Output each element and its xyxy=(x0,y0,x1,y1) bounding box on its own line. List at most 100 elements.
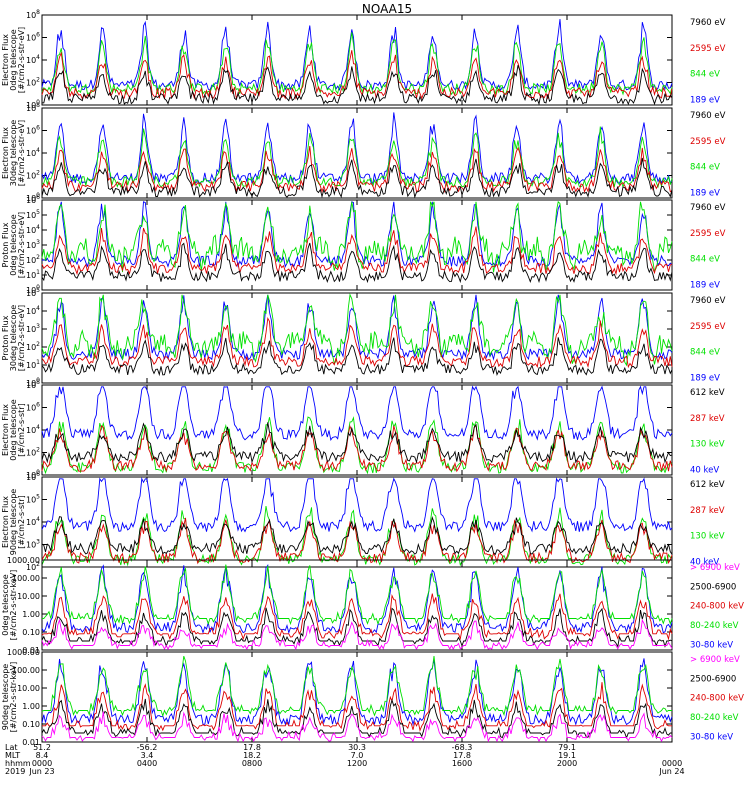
series-blue-line xyxy=(41,112,673,185)
y-axis-label-line: Electron Flux xyxy=(1,127,10,179)
y-axis-label-line: Electron Flux xyxy=(1,34,10,86)
panel-7: 0.01 0.10 1.00 10.00 100.00 1000.00 0deg teles… xyxy=(1,556,744,655)
series-black-line xyxy=(41,242,673,284)
lat-value: -68.3 xyxy=(452,743,473,752)
series-red-line xyxy=(41,517,673,565)
legend-label: 2595 eV xyxy=(690,229,726,239)
y-axis-label-line: 30deg telescope xyxy=(9,120,18,187)
x-axis-row-label: MLT xyxy=(5,751,20,760)
y-tick-label: 104 xyxy=(26,54,40,65)
series-black-line xyxy=(41,65,673,106)
series-blue-line xyxy=(41,477,673,533)
hhmm-value: 2000 xyxy=(557,759,577,768)
y-axis-label-line: 0deg telescope xyxy=(1,574,10,635)
y-tick-label: 1.00 xyxy=(22,702,40,711)
legend-label: > 6900 keV xyxy=(690,563,740,573)
legend-label: 287 keV xyxy=(690,414,725,424)
series-red-line xyxy=(41,146,673,194)
y-axis-label-line: 30deg telescope xyxy=(9,305,18,372)
y-tick-label: 103 xyxy=(26,539,40,550)
legend-label: 844 eV xyxy=(690,255,720,265)
y-tick-label: 104 xyxy=(26,224,40,235)
series-blue-line xyxy=(41,19,673,92)
y-tick-label: 0.01 xyxy=(22,646,40,655)
legend-label: 287 keV xyxy=(690,506,725,516)
y-axis-label-line: TED xyxy=(0,330,2,347)
mlt-value: 18.2 xyxy=(243,751,261,760)
lat-value: -56.2 xyxy=(137,743,158,752)
y-tick-label: 102 xyxy=(26,170,40,181)
series-green-line xyxy=(41,200,673,273)
y-axis-label: MEPED Electron Flux 90deg telescope [#/cm2-… xyxy=(0,489,26,556)
series-green-line xyxy=(41,126,673,189)
y-axis-label-line: 0deg telescope xyxy=(9,214,18,275)
y-tick-label: 108 xyxy=(26,9,40,20)
series-blue-line xyxy=(41,658,673,727)
y-axis-label-line: TED xyxy=(0,145,2,162)
y-tick-label: 1000.00 xyxy=(7,648,40,657)
y-axis-label-line: [#/cm2-s-str-keV] xyxy=(9,570,18,641)
y-tick-label: 106 xyxy=(26,32,40,43)
series-green-line xyxy=(42,564,673,626)
date-value: Jun 24 xyxy=(658,767,684,776)
y-axis-label-line: 90deg telescope xyxy=(1,664,10,731)
y-axis-label: 0deg telescope [#/cm2-s-str-keV] xyxy=(1,570,18,641)
y-axis-label-line: [#/cm2-s-str] xyxy=(17,495,26,548)
y-tick-label: 101 xyxy=(26,269,40,280)
date-value: Jun 23 xyxy=(28,767,54,776)
legend-label: 844 eV xyxy=(690,163,720,173)
y-axis-label-line: 0deg telescope xyxy=(9,29,18,90)
y-tick-label: 106 xyxy=(26,125,40,136)
y-axis-label-line: [#/cm2-s-str-keV] xyxy=(9,662,18,733)
y-tick-label: 103 xyxy=(26,323,40,334)
y-tick-label: 104 xyxy=(26,516,40,527)
legend-label: 2500-6900 xyxy=(690,582,736,592)
series-magenta-line xyxy=(41,711,673,743)
hhmm-value: 0800 xyxy=(242,759,262,768)
y-axis-label-line: [#/cm2-s-str] xyxy=(17,403,26,456)
legend-label: 130 keV xyxy=(690,532,725,542)
series-green-line xyxy=(41,32,673,96)
mlt-value: 19.1 xyxy=(558,751,576,760)
y-axis-label-line: TED xyxy=(0,52,2,69)
y-tick-label: 104 xyxy=(26,424,40,435)
lat-value: 17.8 xyxy=(243,743,261,752)
series-red-line xyxy=(41,593,673,641)
y-tick-label: 106 xyxy=(26,402,40,413)
y-axis-label-line: [#/cm2-s-str-eV] xyxy=(17,27,26,93)
y-tick-label: 106 xyxy=(26,471,40,482)
legend-label: 80-240 keV xyxy=(690,621,739,631)
y-axis-label-line: [#/cm2-s-str-eV] xyxy=(17,120,26,186)
legend-label: 130 keV xyxy=(690,440,725,450)
y-tick-label: 105 xyxy=(26,209,40,220)
y-tick-label: 1000.00 xyxy=(7,556,40,565)
y-tick-label: 100 xyxy=(26,192,40,203)
legend-label: 30-80 keV xyxy=(690,640,733,650)
y-axis-label: TED Electron Flux 0deg telescope [#/cm2-s-s… xyxy=(0,27,26,93)
hhmm-value: 0000 xyxy=(32,759,52,768)
y-tick-label: 100 xyxy=(26,469,40,480)
legend-label: 189 eV xyxy=(690,280,720,290)
lat-value: 51.2 xyxy=(33,743,51,752)
y-tick-label: 105 xyxy=(26,287,40,298)
y-axis-label-line: Electron Flux xyxy=(1,496,10,548)
series-black-line xyxy=(41,422,673,464)
y-tick-label: 100 xyxy=(26,284,40,295)
y-tick-label: 0.01 xyxy=(22,738,40,747)
legend-label: 7960 eV xyxy=(690,18,726,28)
legend-label: 80-240 keV xyxy=(690,713,739,723)
y-tick-label: 106 xyxy=(26,194,40,205)
legend-label: 7960 eV xyxy=(690,203,726,213)
series-black-line xyxy=(41,515,673,556)
y-tick-label: 102 xyxy=(26,561,40,572)
y-tick-label: 108 xyxy=(26,379,40,390)
y-axis-label: TED Proton Flux 0deg telescope [#/cm2-s-str… xyxy=(0,212,26,278)
lat-value: 30.3 xyxy=(348,743,366,752)
legend-label: 40 keV xyxy=(690,465,719,475)
y-axis-label-line: TED xyxy=(0,237,2,254)
y-tick-label: 100.00 xyxy=(12,574,40,583)
legend-label: 189 eV xyxy=(690,95,720,105)
